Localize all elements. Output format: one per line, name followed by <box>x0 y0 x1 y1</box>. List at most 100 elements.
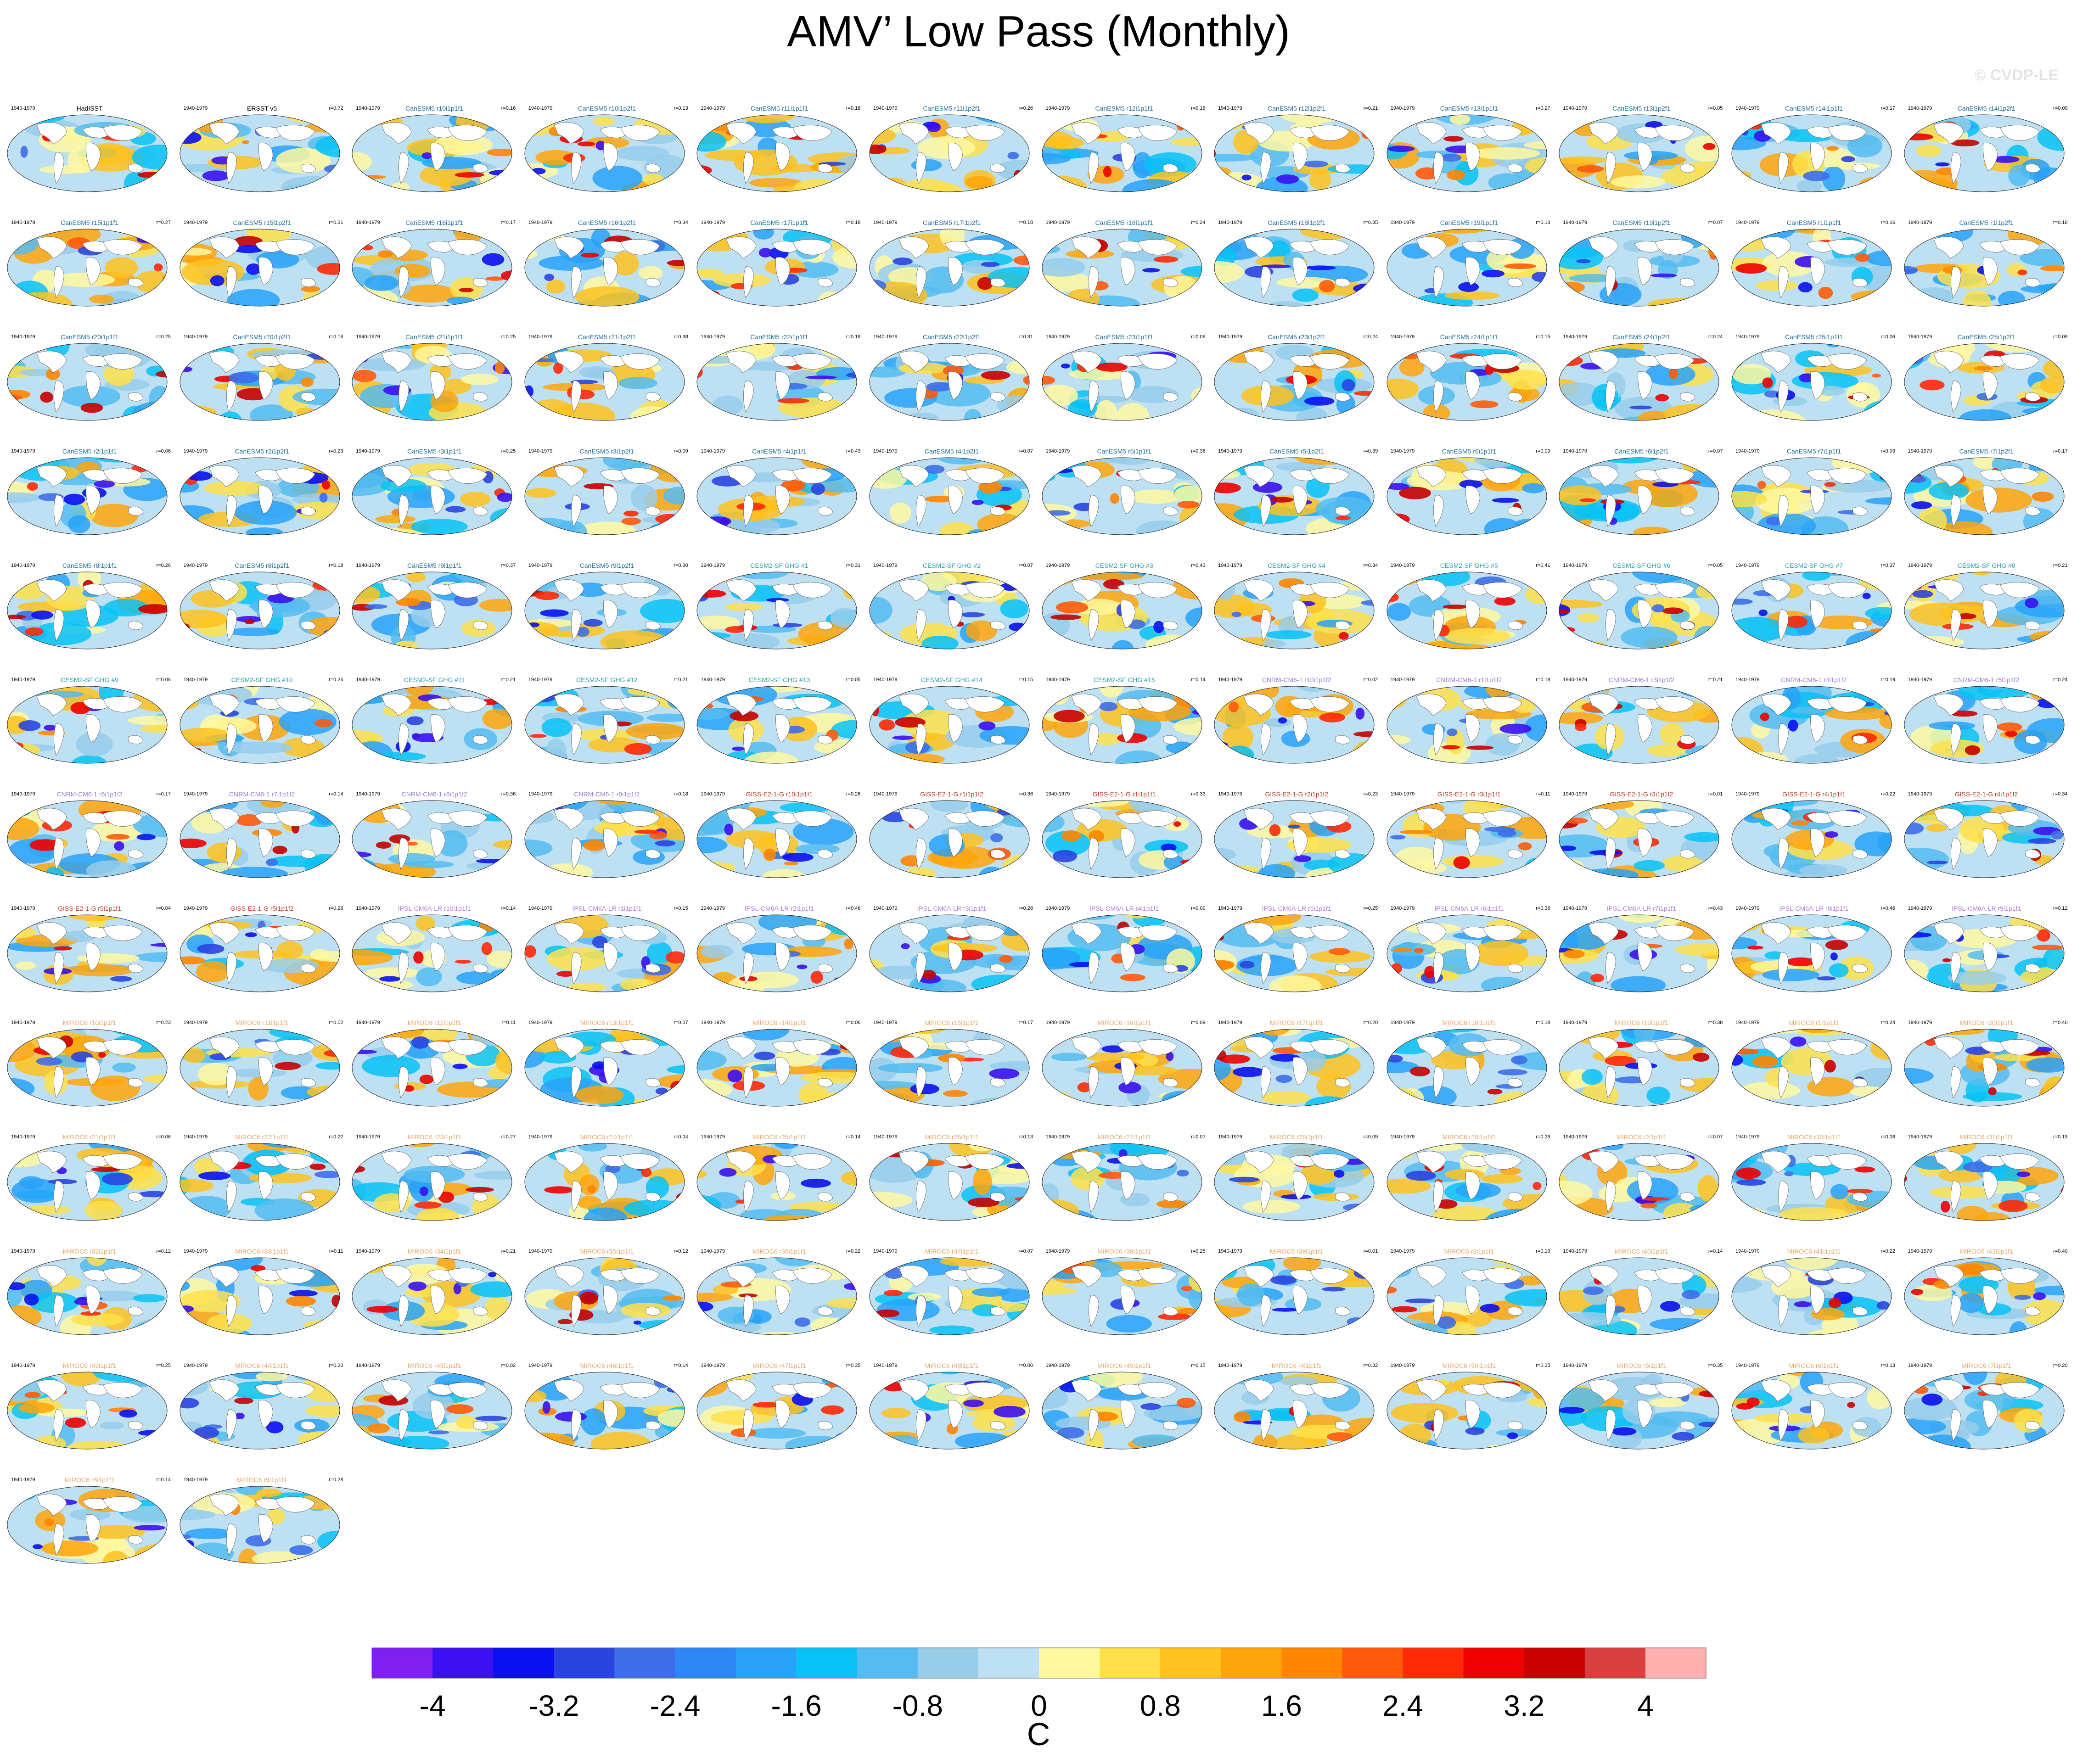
panel-title: CanESM5 r14i1p2f1 <box>1957 105 2015 112</box>
period-label: 1940-1979 <box>1045 791 1070 797</box>
period-label: 1940-1979 <box>1908 1363 1932 1368</box>
period-label: 1940-1979 <box>1735 1249 1760 1254</box>
map-panel: 1940-1979 GISS-E2-1-G r3i1p1f2 r=0.01 <box>1556 788 1726 902</box>
period-label: 1940-1979 <box>1390 106 1415 111</box>
pattern-correlation-label: r=0.13 <box>1018 1134 1033 1140</box>
pattern-correlation-label: r=0.07 <box>1708 220 1723 225</box>
map-panel: 1940-1979 MIROC6 r15i1p1f1 r=0.17 <box>867 1016 1037 1131</box>
period-label: 1940-1979 <box>873 677 898 683</box>
panel-title: IPSL-CM6A-LR r2i1p1f1 <box>744 905 814 912</box>
map-panel: 1940-1979 CESM2-SF GHG #9 r=0.06 <box>5 673 174 788</box>
sst-map <box>1042 229 1202 307</box>
period-label: 1940-1979 <box>1563 334 1587 340</box>
panel-title: MIROC6 r40i1p1f1 <box>1615 1248 1668 1255</box>
sst-map <box>7 1486 168 1564</box>
map-panel: 1940-1979 GISS-E2-1-G r5i1p1f2 r=0.26 <box>177 902 347 1017</box>
period-label: 1940-1979 <box>11 1249 35 1254</box>
sst-map <box>352 1372 512 1450</box>
map-panel: 1940-1979 MIROC6 r43i1p1f1 r=0.25 <box>5 1359 174 1474</box>
period-label: 1940-1979 <box>11 106 35 111</box>
period-label: 1940-1979 <box>356 563 380 568</box>
pattern-correlation-label: r=0.23 <box>156 1020 171 1025</box>
pattern-correlation-label: r=0.06 <box>156 1134 171 1140</box>
map-panel: 1940-1979 MIROC6 r18i1p1f1 r=0.18 <box>1384 1016 1554 1131</box>
pattern-correlation-label: r=0.29 <box>1536 1134 1550 1140</box>
period-label: 1940-1979 <box>356 1020 380 1025</box>
colorbar-swatch <box>857 1648 918 1678</box>
sst-map <box>1387 114 1547 192</box>
sst-map <box>696 686 857 764</box>
map-panel: 1940-1979 MIROC6 r9i1p1f1 r=0.28 <box>177 1473 347 1588</box>
period-label: 1940-1979 <box>873 220 898 225</box>
pattern-correlation-label: r=0.19 <box>846 334 861 340</box>
panel-title: CanESM5 r18i1p1f1 <box>1095 219 1153 226</box>
sst-map <box>352 914 512 992</box>
pattern-correlation-label: r=0.32 <box>1363 1363 1378 1368</box>
sst-map <box>869 1029 1030 1107</box>
period-label: 1940-1979 <box>1735 906 1760 911</box>
pattern-correlation-label: r=0.26 <box>1018 106 1033 111</box>
period-label: 1940-1979 <box>1735 1020 1760 1025</box>
panel-title: MIROC6 r7i1p1f1 <box>1961 1362 2012 1369</box>
panel-title: MIROC6 r25i1p1f1 <box>752 1133 806 1141</box>
period-label: 1940-1979 <box>701 1020 725 1025</box>
sst-map <box>696 571 857 650</box>
panel-title: CanESM5 r1i1p1f1 <box>1786 219 1841 226</box>
panel-title: CanESM5 r17i1p2f1 <box>922 219 981 226</box>
sst-map <box>524 1372 685 1450</box>
panel-title: MIROC6 r36i1p1f1 <box>752 1248 806 1255</box>
panel-title: CESM2-SF GHG #10 <box>231 676 293 683</box>
pattern-correlation-label: r=0.37 <box>501 563 516 568</box>
panel-title: MIROC6 r44i1p1f1 <box>235 1362 289 1369</box>
sst-map <box>1387 457 1547 535</box>
map-panel: 1940-1979 CESM2-SF GHG #1 r=0.31 <box>694 559 864 674</box>
pattern-correlation-label: r=0.46 <box>846 906 861 911</box>
pattern-correlation-label: r=0.07 <box>1018 563 1033 568</box>
sst-map <box>1559 229 1719 307</box>
sst-map <box>1731 1143 1892 1221</box>
sst-map <box>1904 457 2065 535</box>
panel-title: MIROC6 r1i1p1f1 <box>1789 1019 1839 1026</box>
pattern-correlation-label: r=0.33 <box>1191 791 1206 797</box>
panel-title: CNRM-CM6-1 r10i1p1f2 <box>1262 676 1331 683</box>
sst-map <box>869 1257 1030 1335</box>
sst-map <box>1042 114 1202 192</box>
map-panel: 1940-1979 CanESM5 r2i1p2f1 r=0.23 <box>177 445 347 560</box>
period-label: 1940-1979 <box>1390 677 1415 683</box>
period-label: 1940-1979 <box>1390 220 1415 225</box>
sst-map <box>1904 343 2065 421</box>
colorbar-swatch <box>1584 1648 1646 1678</box>
pattern-correlation-label: r=0.40 <box>2053 1249 2068 1254</box>
colorbar-swatch <box>1645 1648 1707 1678</box>
panel-title: GISS-E2-1-G r4i1p1f1 <box>1782 790 1846 798</box>
pattern-correlation-label: r=0.25 <box>1191 1249 1206 1254</box>
period-label: 1940-1979 <box>356 677 380 683</box>
period-label: 1940-1979 <box>1735 677 1760 683</box>
pattern-correlation-label: r=0.07 <box>674 1020 688 1025</box>
panel-title: MIROC6 r45i1p1f1 <box>407 1362 461 1369</box>
map-panel: 1940-1979 CESM2-SF GHG #5 r=0.41 <box>1384 559 1554 674</box>
period-label: 1940-1979 <box>528 1249 553 1254</box>
period-label: 1940-1979 <box>528 791 553 797</box>
sst-map <box>1042 457 1202 535</box>
pattern-correlation-label: r=0.17 <box>2053 448 2068 454</box>
pattern-correlation-label: r=0.26 <box>329 906 343 911</box>
sst-map <box>1731 114 1892 192</box>
map-panel: 1940-1979 CanESM5 r20i1p1f1 r=0.25 <box>5 330 174 445</box>
period-label: 1940-1979 <box>356 220 380 225</box>
panel-title: MIROC6 r35i1p1f1 <box>580 1248 634 1255</box>
pattern-correlation-label: r=0.35 <box>1536 1363 1550 1368</box>
map-panel: 1940-1979 MIROC6 r46i1p1f1 r=0.14 <box>522 1359 692 1474</box>
pattern-correlation-label: r=0.12 <box>2053 906 2068 911</box>
sst-map <box>180 1143 340 1221</box>
colorbar-swatch <box>372 1648 433 1678</box>
panel-title: MIROC6 r47i1p1f1 <box>752 1362 806 1369</box>
panel-title: MIROC6 r38i1p1f1 <box>1097 1248 1151 1255</box>
period-label: 1940-1979 <box>528 677 553 683</box>
sst-map <box>1214 1257 1375 1335</box>
map-panel: 1940-1979 CanESM5 r13i1p2f1 r=0.05 <box>1556 102 1726 217</box>
panel-title: CESM2-SF GHG #12 <box>576 676 638 683</box>
pattern-correlation-label: r=0.18 <box>1191 106 1206 111</box>
pattern-correlation-label: r=0.21 <box>2053 563 2068 568</box>
colorbar-swatch <box>1221 1648 1282 1678</box>
